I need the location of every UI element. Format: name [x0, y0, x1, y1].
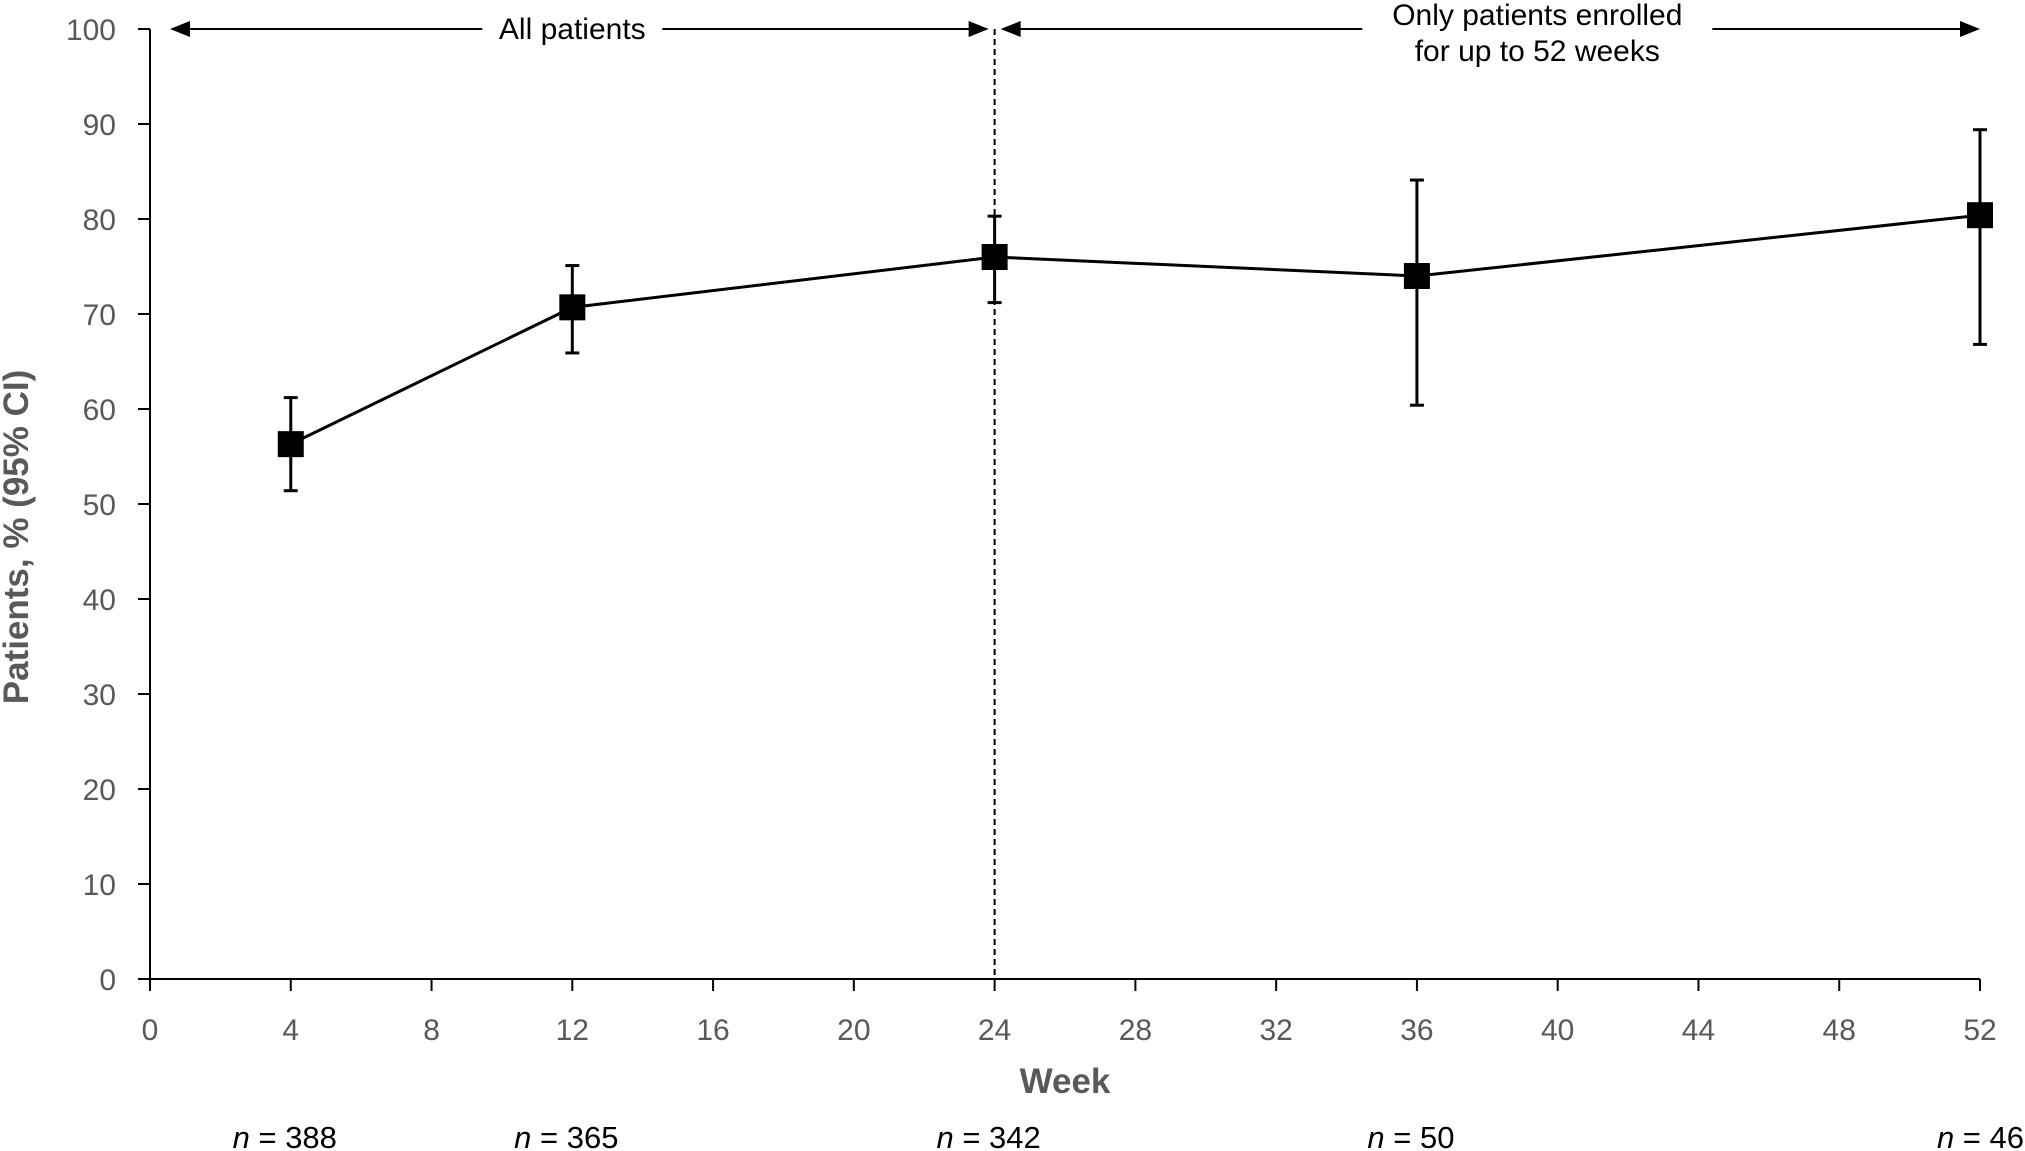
y-tick-label: 10 [83, 869, 116, 902]
y-tick-label: 0 [99, 964, 116, 997]
y-tick-label: 90 [83, 109, 116, 142]
n-labels: n = 388 n = 365 n = 342 n = 50 n = 46 [233, 1120, 2024, 1151]
annotation-arrow-52wk-head-left [1000, 21, 1021, 37]
x-tick-label: 20 [837, 1014, 870, 1047]
annotation-arrow-all-head-left [170, 21, 190, 37]
x-tick-label: 48 [1823, 1014, 1856, 1047]
y-tick-label: 60 [83, 394, 116, 427]
data-point-marker [1403, 263, 1430, 289]
n-label: n = 50 [1367, 1120, 1454, 1151]
n-label: n = 365 [514, 1120, 618, 1151]
y-tick-label: 80 [83, 204, 116, 237]
n-label: n = 342 [936, 1120, 1040, 1151]
annotation-arrow-52wk-head-right [1960, 21, 1980, 37]
n-label: n = 388 [233, 1120, 337, 1151]
n-label-value: = 388 [250, 1120, 337, 1151]
annotation-label-all-patients: All patients [499, 13, 646, 46]
series-layer [277, 128, 1993, 493]
x-tick-label: 4 [282, 1014, 299, 1047]
annotation-label-line: for up to 52 weeks [1415, 35, 1660, 68]
n-label-prefix: n [233, 1120, 250, 1151]
n-label-prefix: n [936, 1120, 953, 1151]
x-axis-title: Week [1020, 1062, 1111, 1101]
y-tick-label: 50 [83, 489, 116, 522]
x-tick-label: 44 [1682, 1014, 1715, 1047]
y-tick-label: 40 [83, 584, 116, 617]
x-tick-label: 12 [556, 1014, 589, 1047]
data-point-marker [981, 244, 1008, 270]
n-label-value: = 342 [954, 1120, 1041, 1151]
y-tick-label: 100 [66, 14, 116, 47]
x-tick-label: 52 [1963, 1014, 1996, 1047]
x-tick-label: 16 [696, 1014, 729, 1047]
n-label-value: = 46 [1954, 1120, 2024, 1151]
y-tick-label: 30 [83, 679, 116, 712]
y-tick-label: 20 [83, 774, 116, 807]
series-line [290, 213, 1981, 446]
data-point-marker [1967, 202, 1993, 229]
n-label-prefix: n [1937, 1120, 1954, 1151]
x-tick-label: 24 [978, 1014, 1011, 1047]
x-tick-label: 40 [1541, 1014, 1574, 1047]
n-label-value: = 365 [531, 1120, 618, 1151]
n-label-value: = 50 [1385, 1120, 1455, 1151]
annotation-label-bg [1362, 0, 1713, 74]
data-point-marker [277, 431, 304, 458]
x-tick-label: 8 [423, 1014, 440, 1047]
x-tick-label: 28 [1119, 1014, 1152, 1047]
n-label-prefix: n [514, 1120, 531, 1151]
annotation-arrow-all-head-right [968, 21, 989, 37]
x-tick-label: 32 [1259, 1014, 1292, 1047]
y-tick-label: 70 [83, 299, 116, 332]
annotation-label-bg [482, 8, 663, 48]
annotation-label-line: Only patients enrolled [1392, 0, 1682, 32]
x-tick-label: 36 [1400, 1014, 1433, 1047]
y-axis-title: Patients, % (95% CI) [0, 370, 36, 705]
n-label-prefix: n [1367, 1120, 1384, 1151]
n-label: n = 46 [1937, 1120, 2024, 1151]
data-point-marker [559, 294, 586, 321]
x-tick-label: 0 [142, 1014, 159, 1047]
